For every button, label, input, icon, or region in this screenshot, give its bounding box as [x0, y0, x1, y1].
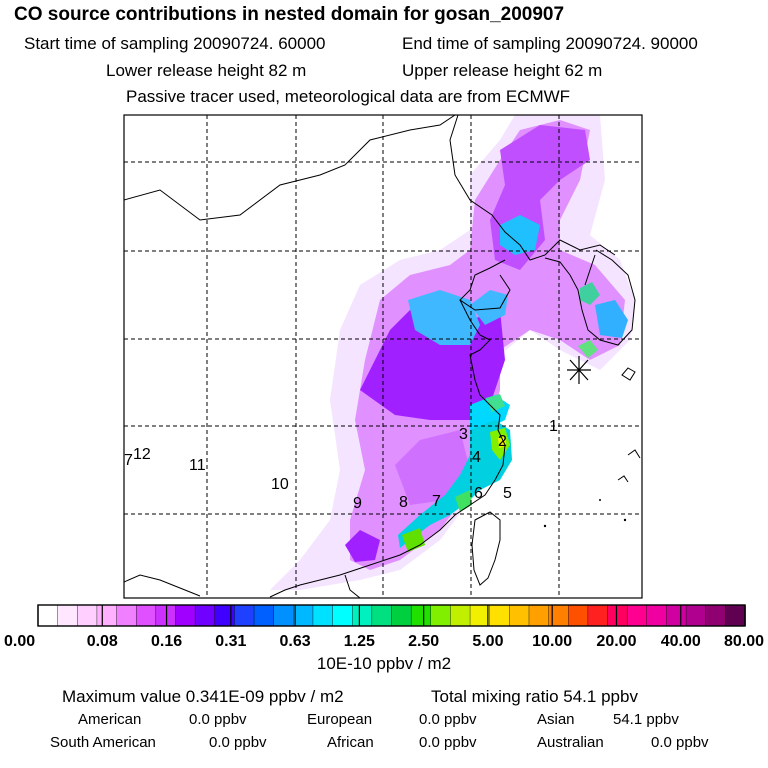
total-mixing-ratio: Total mixing ratio 54.1 ppbv	[431, 687, 638, 706]
african-label: African	[327, 734, 374, 751]
colorbar-cell	[509, 604, 530, 627]
start-time: Start time of sampling 20090724. 60000	[24, 34, 326, 53]
australian-value: 0.0 ppbv	[651, 734, 709, 751]
colorbar-tick-label: 20.00	[596, 633, 636, 650]
colorbar-cell	[135, 604, 157, 627]
colorbar-cell	[273, 604, 295, 627]
colorbar-cell	[725, 604, 746, 627]
colorbar-cell	[175, 604, 196, 627]
colorbar-cell	[410, 604, 432, 627]
colorbar	[37, 604, 746, 627]
region-label-7: 7	[432, 493, 441, 510]
region-label-12: 12	[133, 446, 151, 463]
concentration-field	[270, 115, 635, 590]
region-label-6: 6	[474, 485, 483, 502]
colorbar-tick-label: 0.31	[215, 633, 246, 650]
small-islands	[543, 499, 627, 528]
region-label-10: 10	[271, 476, 289, 493]
colorbar-cell	[253, 604, 275, 627]
colorbar-cell	[214, 604, 236, 627]
colorbar-cell	[234, 604, 255, 627]
colorbar-cell	[155, 604, 177, 627]
colorbar-tick-label: 0.63	[280, 633, 311, 650]
colorbar-cell	[489, 604, 511, 627]
colorbar-tick-label: 0.16	[151, 633, 182, 650]
colorbar-tick-label: 80.00	[724, 633, 764, 650]
maximum-value: Maximum value 0.341E-09 ppbv / m2	[62, 687, 344, 706]
colorbar-cell	[391, 604, 412, 627]
end-time: End time of sampling 20090724. 90000	[402, 34, 698, 53]
colorbar-cell	[626, 604, 648, 627]
african-value: 0.0 ppbv	[419, 734, 477, 751]
colorbar-cell	[194, 604, 216, 627]
colorbar-cell	[57, 604, 78, 627]
region-label-4: 4	[472, 449, 481, 466]
colorbar-cell	[96, 604, 118, 627]
colorbar-cell	[646, 604, 668, 627]
colorbar-cell	[312, 604, 334, 627]
colorbar-cell	[77, 604, 98, 627]
region-label-11: 11	[189, 457, 206, 474]
colorbar-cell	[116, 604, 137, 627]
colorbar-tick-label: 40.00	[661, 633, 701, 650]
european-value: 0.0 ppbv	[419, 711, 477, 728]
colorbar-cell	[293, 604, 314, 627]
lower-release-height: Lower release height 82 m	[106, 61, 307, 80]
colorbar-cell	[666, 604, 687, 627]
australian-label: Australian	[537, 734, 604, 751]
colorbar-cell	[607, 604, 628, 627]
colorbar-cell	[352, 604, 373, 627]
region-label-8: 8	[399, 494, 408, 511]
coastlines	[124, 115, 641, 598]
colorbar-cell	[528, 604, 550, 627]
south-american-value: 0.0 ppbv	[209, 734, 267, 751]
colorbar-cell	[705, 604, 727, 627]
map-frame	[123, 114, 643, 599]
region-label-1: 1	[549, 418, 558, 435]
asian-value: 54.1 ppbv	[613, 711, 679, 728]
region-label-2: 2	[498, 433, 507, 450]
colorbar-cell	[430, 604, 452, 627]
receptor-marker-icon	[567, 356, 591, 384]
colorbar-units: 10E-10 ppbv / m2	[316, 654, 452, 673]
colorbar-tick-label: 2.50	[408, 633, 439, 650]
colorbar-cell	[332, 604, 353, 627]
american-label: American	[78, 711, 142, 728]
colorbar-cell	[568, 604, 589, 627]
plot-title: CO source contributions in nested domain…	[14, 4, 565, 25]
colorbar-tick-label: 5.00	[472, 633, 503, 650]
colorbar-cell	[450, 604, 471, 627]
colorbar-ticks: 0.00 0.08 0.16 0.31 0.63 1.25 2.50 5.00 10.00 20.…	[4, 605, 764, 650]
region-label-7-west: 7	[124, 452, 133, 469]
region-label-5: 5	[503, 485, 512, 502]
colorbar-tick-label: 0.08	[87, 633, 118, 650]
colorbar-cell	[587, 604, 609, 627]
colorbar-cell	[469, 604, 491, 627]
south-american-label: South American	[50, 734, 156, 751]
colorbar-tick-label: 1.25	[344, 633, 375, 650]
region-label-3: 3	[459, 426, 468, 443]
lat-lon-grid	[124, 115, 642, 598]
tracer-note: Passive tracer used, meteorological data…	[126, 87, 571, 106]
european-label: European	[307, 711, 373, 728]
american-value: 0.0 ppbv	[189, 711, 247, 728]
region-label-9: 9	[353, 495, 362, 512]
asian-label: Asian	[537, 711, 575, 728]
colorbar-tick-label: 0.00	[4, 633, 35, 650]
colorbar-tick-label: 10.00	[532, 633, 572, 650]
colorbar-cell	[37, 604, 59, 627]
colorbar-cell	[371, 604, 393, 627]
colorbar-cell	[685, 604, 707, 627]
upper-release-height: Upper release height 62 m	[402, 61, 603, 80]
